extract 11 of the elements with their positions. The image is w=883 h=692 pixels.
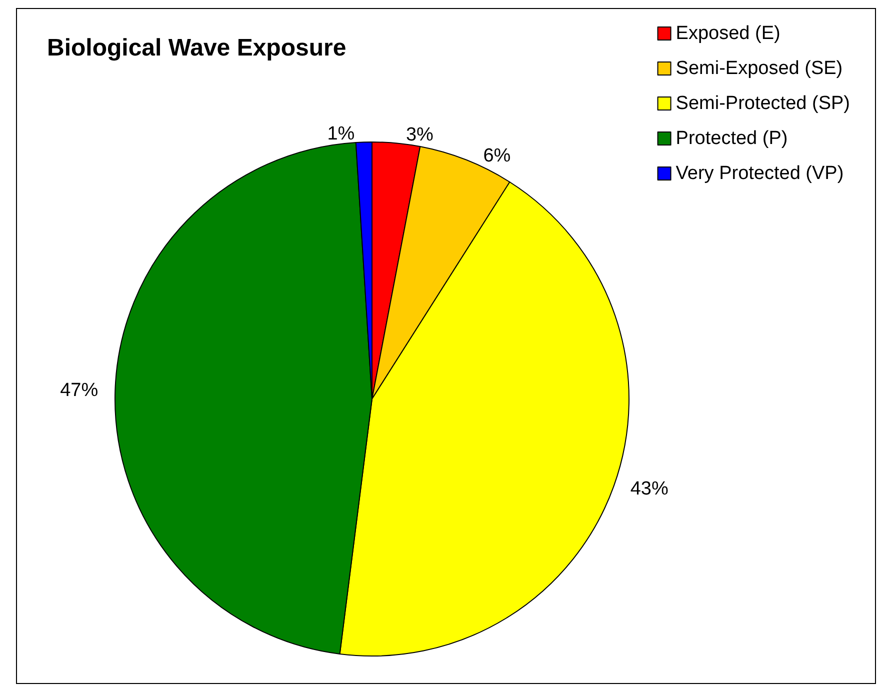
data-label: 6% xyxy=(483,146,511,167)
chart-title: Biological Wave Exposure xyxy=(47,34,346,62)
data-label: 3% xyxy=(406,124,434,146)
legend-label: Very Protected (VP) xyxy=(676,163,844,184)
data-label: 1% xyxy=(327,124,355,145)
legend-label: Semi-Protected (SP) xyxy=(676,93,850,114)
data-label: 43% xyxy=(630,478,668,500)
legend-label: Exposed (E) xyxy=(676,23,780,44)
legend-label: Semi-Exposed (SE) xyxy=(676,58,843,79)
legend-label: Protected (P) xyxy=(676,128,788,149)
data-label: 47% xyxy=(60,380,98,402)
